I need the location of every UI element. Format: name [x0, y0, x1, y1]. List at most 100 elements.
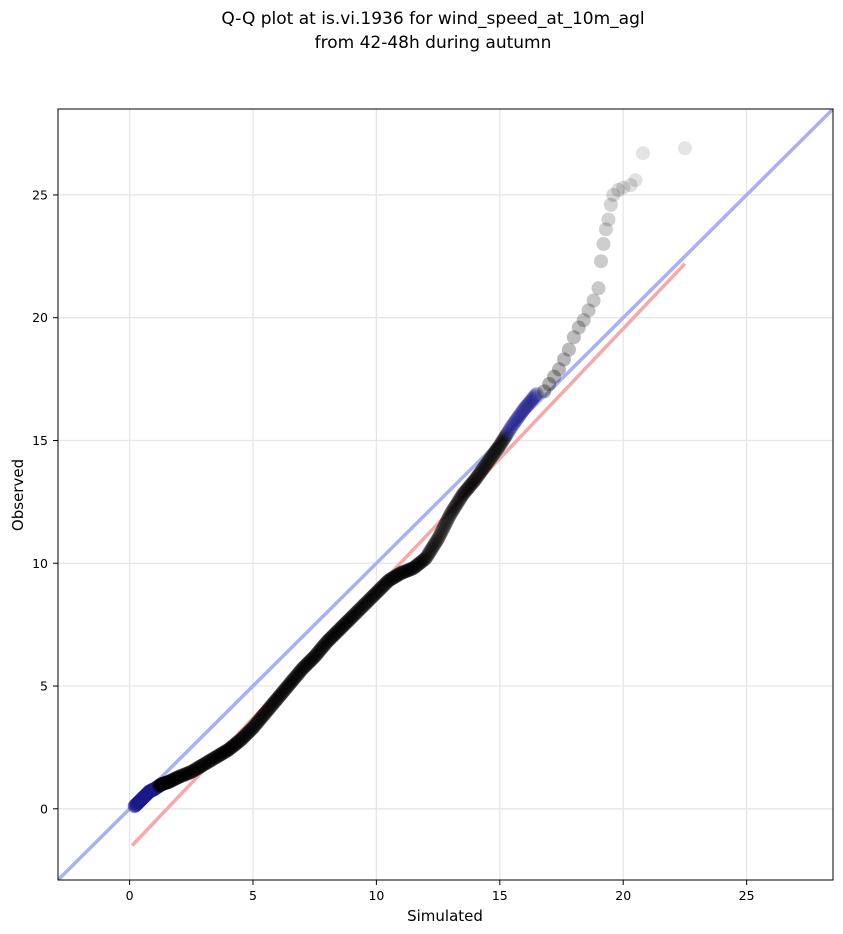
qq-point [305, 651, 320, 666]
qq-point [128, 798, 143, 813]
qq-tail-point [677, 141, 692, 156]
qq-point [295, 661, 310, 676]
qq-point [321, 633, 336, 648]
qq-point [493, 436, 508, 451]
qq-point [524, 392, 539, 407]
qq-point [405, 561, 420, 576]
qq-point [256, 708, 271, 723]
qq-point [262, 701, 277, 716]
qq-point [209, 749, 224, 764]
qq-point [237, 728, 252, 743]
qq-point [496, 431, 511, 446]
qq-point [411, 557, 426, 572]
qq-point [141, 785, 156, 800]
qq-point [303, 653, 318, 668]
qq-point [146, 782, 161, 797]
qq-point [135, 791, 150, 806]
qq-point [171, 769, 186, 784]
qq-point [299, 657, 314, 672]
qq-tail-point [542, 377, 557, 392]
qq-point [345, 609, 360, 624]
qq-point [316, 638, 331, 653]
qq-point [297, 659, 312, 674]
qq-point [367, 587, 382, 602]
qq-point [490, 441, 505, 456]
qq-tail-point [598, 222, 613, 237]
qq-tail-point [606, 187, 621, 202]
qq-point [492, 438, 507, 453]
qq-point [519, 399, 534, 414]
qq-point [415, 553, 430, 568]
qq-point [469, 471, 484, 486]
qq-point [332, 622, 347, 637]
grid [58, 109, 833, 880]
qq-point [266, 696, 281, 711]
qq-point [475, 462, 490, 477]
qq-point [135, 791, 150, 806]
qq-point [431, 531, 446, 546]
qq-point [438, 517, 453, 532]
qq-point [488, 444, 503, 459]
qq-point [133, 793, 148, 808]
qq-point [436, 521, 451, 536]
qq-point [294, 663, 309, 678]
qq-point [360, 594, 375, 609]
qq-point [271, 690, 286, 705]
qq-point [183, 765, 198, 780]
qq-point [307, 649, 322, 664]
qq-point [390, 567, 405, 582]
qq-point [141, 785, 156, 800]
qq-point [370, 584, 385, 599]
qq-point [516, 402, 531, 417]
qq-point [327, 627, 342, 642]
qq-point [155, 776, 170, 791]
qq-point [292, 665, 307, 680]
qq-point [349, 605, 364, 620]
qq-point [177, 767, 192, 782]
qq-point [346, 608, 361, 623]
qq-point [222, 742, 237, 757]
qq-point [314, 640, 329, 655]
qq-point [179, 767, 194, 782]
qq-point [471, 468, 486, 483]
qq-tail-point [635, 146, 650, 161]
plot-frame [57, 108, 834, 881]
qq-point [358, 596, 373, 611]
qq-point [521, 396, 536, 411]
qq-point [162, 774, 177, 789]
qq-point [235, 730, 250, 745]
qq-point [254, 710, 269, 725]
qq-point [356, 599, 371, 614]
qq-point [173, 769, 188, 784]
qq-point [244, 721, 259, 736]
qq-point [218, 744, 233, 759]
y-tick-label: 15 [32, 433, 48, 448]
qq-point [162, 774, 177, 789]
qq-point [434, 525, 449, 540]
qq-point [172, 769, 187, 784]
qq-point [192, 760, 207, 775]
qq-point [414, 554, 429, 569]
qq-point [277, 682, 292, 697]
qq-point [291, 666, 306, 681]
qq-point [497, 430, 512, 445]
qq-point [238, 727, 253, 742]
qq-point [143, 784, 158, 799]
qq-point [263, 699, 278, 714]
qq-tail-point [537, 384, 552, 399]
qq-point [145, 783, 160, 798]
qq-point [159, 775, 174, 790]
qq-point [422, 544, 437, 559]
qq-point [279, 680, 294, 695]
qq-point [147, 781, 162, 796]
qq-point [428, 536, 443, 551]
qq-point [204, 752, 219, 767]
qq-point [334, 620, 349, 635]
qq-point [221, 742, 236, 757]
qq-point [408, 559, 423, 574]
qq-point [437, 519, 452, 534]
qq-point [433, 527, 448, 542]
qq-point [289, 669, 304, 684]
qq-point [514, 405, 529, 420]
qq-point [272, 688, 287, 703]
